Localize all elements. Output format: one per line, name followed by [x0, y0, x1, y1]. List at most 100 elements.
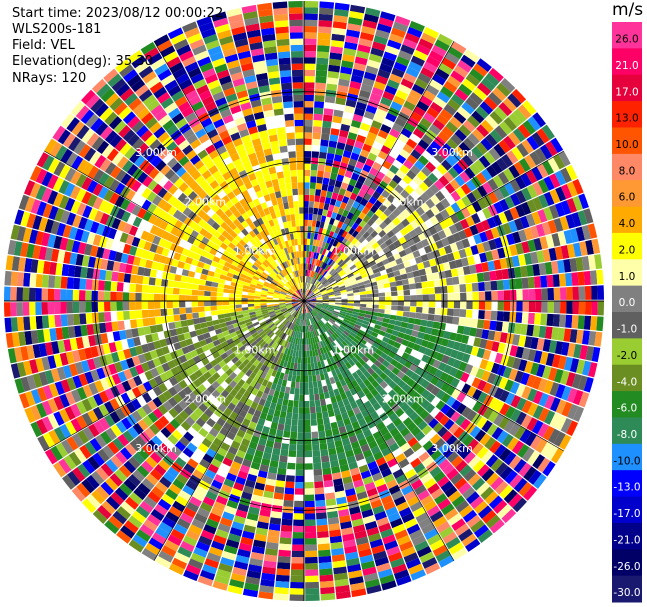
velocity-gate [351, 313, 359, 319]
velocity-gate [289, 594, 304, 601]
velocity-gate [317, 45, 330, 53]
velocity-gate [371, 120, 383, 130]
velocity-gate [444, 347, 453, 357]
velocity-gate [370, 213, 379, 222]
velocity-gate [421, 313, 429, 321]
velocity-gate [308, 291, 313, 297]
velocity-gate [315, 499, 326, 507]
velocity-gate [359, 269, 367, 276]
velocity-gate [537, 457, 551, 473]
velocity-gate [443, 171, 455, 183]
velocity-gate [369, 238, 377, 246]
velocity-gate [98, 312, 106, 323]
velocity-gate [512, 231, 522, 244]
velocity-gate [460, 207, 471, 219]
velocity-gate [390, 189, 400, 199]
velocity-gate [136, 275, 144, 285]
velocity-gate [453, 284, 460, 293]
velocity-gate [414, 160, 425, 171]
velocity-gate [470, 273, 478, 283]
velocity-gate [173, 314, 181, 322]
velocity-gate [382, 317, 390, 324]
velocity-gate [312, 287, 318, 293]
velocity-gate [187, 270, 196, 278]
velocity-gate [365, 290, 373, 295]
velocity-gate [485, 250, 494, 262]
velocity-gate [591, 346, 601, 363]
velocity-gate [402, 174, 413, 185]
velocity-gate [295, 469, 304, 476]
velocity-gate [446, 316, 454, 324]
velocity-gate [382, 199, 392, 208]
velocity-gate [132, 216, 143, 228]
velocity-gate [299, 388, 304, 395]
velocity-gate [338, 243, 345, 251]
velocity-gate [410, 264, 419, 272]
velocity-gate [306, 344, 310, 351]
velocity-gate [513, 161, 526, 176]
velocity-gate [494, 106, 508, 121]
velocity-gate [393, 239, 402, 248]
velocity-gate [326, 243, 333, 251]
velocity-gate [393, 341, 402, 349]
velocity-gate [342, 150, 352, 159]
velocity-gate [172, 301, 180, 308]
velocity-gate [406, 323, 415, 330]
velocity-gate [319, 196, 326, 204]
velocity-gate [478, 282, 485, 292]
velocity-gate [432, 232, 441, 242]
velocity-gate [451, 399, 462, 411]
velocity-gate [357, 44, 371, 54]
velocity-gate [496, 430, 509, 444]
velocity-gate [478, 291, 486, 301]
velocity-gate [420, 253, 429, 262]
velocity-gate [372, 267, 380, 274]
velocity-gate [450, 70, 465, 83]
velocity-gate [324, 264, 330, 271]
velocity-gate [216, 296, 223, 301]
velocity-gate [515, 346, 525, 359]
velocity-gate [485, 291, 492, 301]
velocity-gate [384, 309, 392, 315]
velocity-gate [298, 400, 304, 408]
velocity-gate [416, 170, 428, 182]
velocity-gate [404, 346, 413, 355]
velocity-gate [305, 282, 308, 289]
velocity-gate [304, 119, 313, 127]
velocity-gate [526, 135, 540, 151]
velocity-gate [313, 289, 320, 294]
velocity-gate [365, 65, 379, 75]
velocity-gate [368, 53, 383, 63]
velocity-gate [542, 249, 551, 262]
velocity-gate [350, 119, 362, 129]
velocity-gate [130, 319, 138, 329]
velocity-gate [571, 212, 582, 228]
velocity-gate [484, 436, 497, 450]
velocity-gate [355, 101, 367, 111]
velocity-gate [406, 378, 416, 388]
velocity-gate [359, 220, 367, 228]
velocity-gate [428, 307, 436, 315]
velocity-gate [304, 276, 307, 283]
velocity-gate [352, 68, 365, 78]
velocity-gate [572, 195, 583, 212]
velocity-gate [352, 113, 364, 123]
velocity-gate [594, 254, 603, 270]
velocity-gate [324, 282, 331, 288]
velocity-gate [317, 164, 325, 172]
velocity-gate [459, 418, 471, 431]
velocity-gate [329, 278, 336, 284]
velocity-gate [401, 352, 410, 360]
velocity-gate [489, 320, 497, 331]
velocity-gate [365, 104, 378, 114]
velocity-gate [372, 161, 382, 171]
velocity-gate [35, 302, 42, 316]
velocity-gate [363, 178, 373, 188]
velocity-gate [420, 212, 430, 223]
velocity-gate [309, 283, 313, 290]
velocity-gate [314, 306, 321, 311]
velocity-gate [192, 312, 200, 319]
velocity-gate [435, 190, 446, 202]
velocity-gate [147, 293, 155, 301]
velocity-gate [172, 287, 180, 295]
